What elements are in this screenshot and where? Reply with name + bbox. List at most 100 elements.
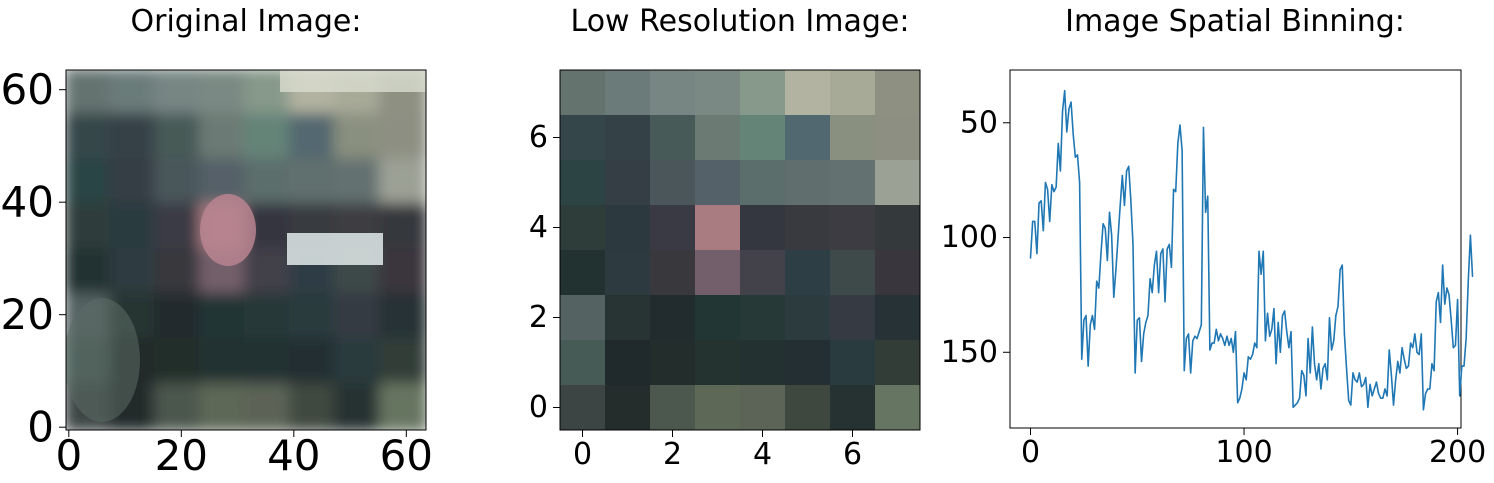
data-point — [1284, 310, 1286, 312]
photo-region — [154, 338, 203, 387]
heatmap-cell — [605, 205, 651, 251]
heatmap-cell — [560, 340, 606, 386]
heatmap-cell — [875, 205, 921, 251]
original-image-frame — [65, 69, 427, 431]
data-point — [1330, 349, 1333, 351]
data-point — [1179, 124, 1181, 126]
data-point — [1322, 367, 1324, 369]
data-point — [1183, 370, 1185, 372]
data-point — [1232, 351, 1234, 353]
data-point — [1305, 395, 1307, 397]
data-point — [1249, 358, 1252, 360]
heatmap-cell — [740, 250, 786, 296]
data-point — [1117, 236, 1119, 239]
heatmap-cell — [605, 70, 651, 116]
data-point — [1311, 326, 1313, 328]
data-point — [1185, 337, 1187, 340]
data-point — [1155, 250, 1158, 252]
heatmap-cell — [695, 250, 741, 296]
y-tick-label: 0 — [529, 390, 548, 425]
data-point — [1435, 301, 1437, 303]
data-point — [1096, 280, 1098, 282]
data-point — [1085, 314, 1087, 317]
heatmap-cell — [650, 115, 696, 161]
data-point — [1049, 220, 1051, 223]
data-point — [1234, 331, 1237, 333]
photo-region — [289, 338, 338, 387]
photo-region — [244, 338, 293, 387]
x-tick-label: 4 — [753, 437, 772, 472]
data-point — [1439, 321, 1442, 324]
data-point — [1121, 174, 1123, 177]
data-point — [1079, 181, 1081, 184]
data-point — [1136, 319, 1138, 321]
data-point — [1108, 211, 1111, 213]
photo-region — [109, 158, 158, 207]
data-point — [1194, 335, 1196, 337]
panel-low-resolution-image: Low Resolution Image: 0 2 4 6 0 2 4 6 — [529, 4, 921, 472]
data-point — [1123, 204, 1126, 206]
data-point — [1348, 399, 1350, 402]
data-point — [1125, 170, 1128, 172]
data-point — [1294, 404, 1296, 406]
title-spatial-binning: Image Spatial Binning: — [1065, 4, 1405, 39]
photo-license-plate — [287, 233, 383, 265]
heatmap-cell — [830, 160, 876, 206]
data-point — [1213, 342, 1215, 344]
data-point — [1452, 347, 1454, 349]
x-tick-label: 200 — [1429, 435, 1486, 470]
data-point — [1239, 397, 1241, 399]
data-point — [1301, 370, 1303, 372]
photo-region — [66, 158, 113, 207]
data-point — [1192, 340, 1194, 342]
photo-tail-light — [200, 194, 256, 266]
heatmap-cell — [605, 340, 651, 386]
data-point — [1424, 392, 1427, 395]
heatmap-cell — [740, 205, 786, 251]
data-point — [1228, 344, 1230, 346]
data-point — [1160, 252, 1162, 255]
heatmap-cell — [695, 340, 741, 386]
data-point — [1093, 328, 1096, 330]
data-point — [1373, 388, 1375, 390]
data-point — [1380, 397, 1382, 399]
data-point — [1446, 287, 1448, 289]
data-point — [1397, 360, 1399, 363]
data-point — [1363, 383, 1365, 385]
title-low-resolution-image: Low Resolution Image: — [571, 4, 910, 39]
data-point — [1215, 328, 1217, 330]
data-point — [1055, 186, 1057, 188]
photo-region — [334, 113, 383, 162]
photo-wheel — [66, 298, 140, 422]
data-point — [1207, 195, 1209, 197]
data-point — [1064, 90, 1066, 92]
data-point — [1292, 406, 1294, 408]
photo-region — [66, 248, 113, 297]
data-point — [1046, 188, 1049, 190]
data-point — [1371, 395, 1373, 397]
heatmap-cell — [650, 70, 696, 116]
data-point — [1251, 353, 1254, 356]
data-point — [1147, 314, 1149, 317]
data-point — [1298, 397, 1301, 399]
data-point — [1036, 252, 1038, 255]
data-point — [1459, 395, 1461, 397]
data-point — [1281, 314, 1284, 317]
data-point — [1271, 328, 1273, 330]
data-point — [1260, 273, 1262, 275]
data-point — [1168, 243, 1170, 246]
heatmap-cell — [650, 160, 696, 206]
photo-region — [154, 203, 203, 252]
x-tick-label: 0 — [1021, 435, 1040, 470]
photo-region — [334, 293, 383, 342]
photo-region — [199, 338, 248, 387]
heatmap-cell — [695, 385, 741, 431]
data-point — [1286, 331, 1288, 333]
y-tick-label: 2 — [529, 300, 548, 335]
x-tick-label: 2 — [663, 437, 682, 472]
data-point — [1395, 379, 1397, 381]
data-point — [1132, 243, 1134, 246]
data-point — [1307, 337, 1309, 340]
title-original-image: Original Image: — [131, 4, 362, 39]
heatmap-cell — [830, 340, 876, 386]
